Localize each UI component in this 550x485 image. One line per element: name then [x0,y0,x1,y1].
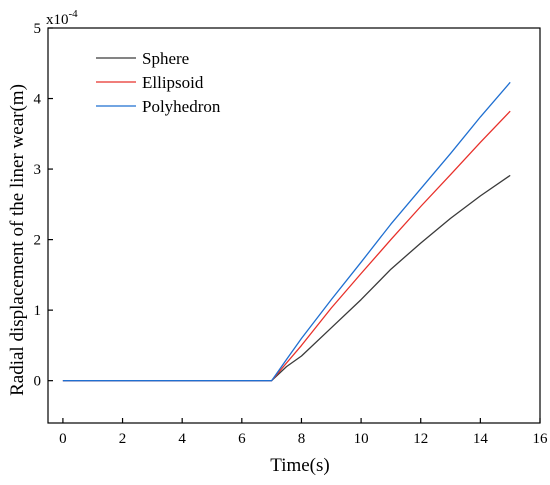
x-tick-label: 16 [533,431,549,447]
legend-label-sphere: Sphere [142,49,189,68]
y-tick-label: 3 [34,162,42,178]
y-tick-label: 1 [34,303,42,319]
series-line-sphere [62,174,511,382]
x-tick-label: 4 [178,431,186,447]
x-tick-label: 2 [119,431,127,447]
x-tick-label: 12 [413,431,428,447]
legend-label-ellipsoid: Ellipsoid [142,73,204,92]
legend-label-polyhedron: Polyhedron [142,97,221,116]
series-line-polyhedron [62,81,511,382]
y-scale-label: x10-4 [46,8,78,28]
series-line-ellipsoid [62,110,511,382]
y-tick-label: 5 [34,21,42,37]
plot-frame [47,27,541,424]
y-axis-label: Radial displacement of the liner wear(m) [7,84,28,396]
x-tick-label: 6 [238,431,246,447]
y-tick-label: 2 [34,233,42,249]
x-tick-label: 14 [473,431,489,447]
x-tick-label: 10 [354,431,369,447]
y-tick-label: 4 [34,92,42,108]
x-tick-label: 0 [59,431,67,447]
x-tick-label: 8 [298,431,306,447]
y-tick-label: 0 [34,374,42,390]
x-axis-label: Time(s) [270,455,329,476]
